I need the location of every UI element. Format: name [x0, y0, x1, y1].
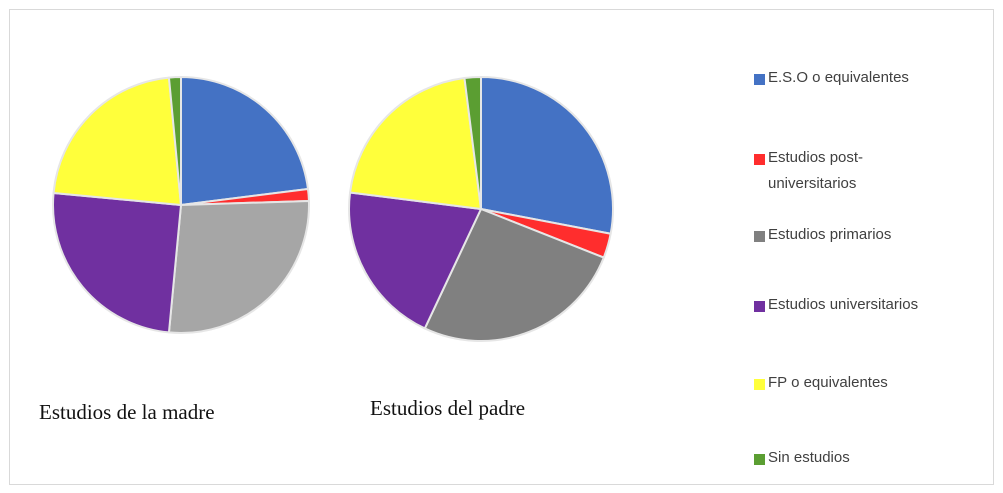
- slice-universitarios: [348, 191, 482, 330]
- legend-item-universitarios: Estudios universitarios: [754, 296, 928, 318]
- pie-mother: [52, 76, 310, 334]
- legend-item-eso: E.S.O o equivalentes: [754, 69, 928, 91]
- legend-label: Estudios primarios: [768, 226, 892, 243]
- legend-swatch: [754, 301, 765, 312]
- pie-title-mother: Estudios de la madre: [39, 400, 215, 424]
- legend-label: Estudios universitarios: [768, 296, 919, 313]
- legend-label: Estudios post-universitarios: [768, 149, 864, 192]
- pie-father: [348, 76, 614, 342]
- pie-title-father: Estudios del padre: [370, 396, 526, 420]
- chart-frame: [9, 9, 994, 485]
- slice-universitarios: [52, 191, 182, 334]
- legend-label: E.S.O o equivalentes: [768, 69, 909, 86]
- slice-eso: [480, 76, 614, 235]
- legend-label: Sin estudios: [768, 449, 850, 466]
- slice-sin-estudios: [167, 76, 182, 206]
- legend-swatch: [754, 454, 765, 465]
- slice-primarios: [423, 208, 605, 342]
- legend-swatch: [754, 154, 765, 165]
- legend-swatch: [754, 74, 765, 85]
- slice-fp: [349, 77, 482, 210]
- legend-label: FP o equivalentes: [768, 374, 888, 391]
- legend-item-post-universitarios: Estudios post-universitarios: [754, 149, 928, 197]
- slice-fp: [52, 76, 182, 206]
- slice-eso: [180, 76, 309, 206]
- legend-item-fp: FP o equivalentes: [754, 374, 928, 396]
- legend-item-primarios: Estudios primarios: [754, 226, 928, 248]
- slice-primarios: [167, 199, 310, 334]
- legend-swatch: [754, 231, 765, 242]
- legend-item-sin-estudios: Sin estudios: [754, 449, 928, 471]
- legend-swatch: [754, 379, 765, 390]
- slice-sin-estudios: [463, 76, 482, 210]
